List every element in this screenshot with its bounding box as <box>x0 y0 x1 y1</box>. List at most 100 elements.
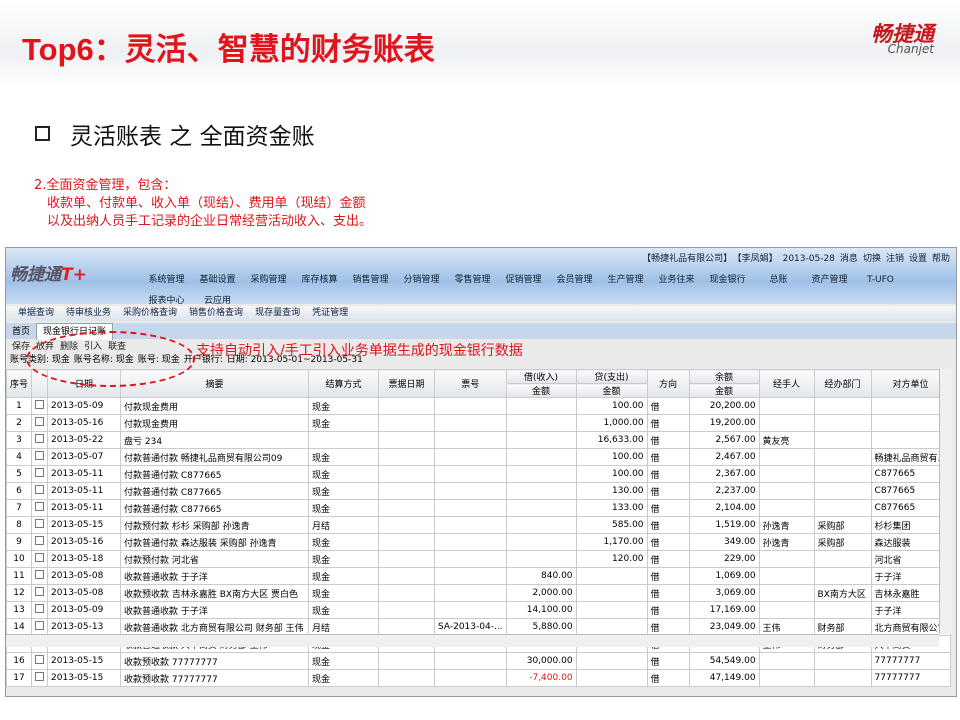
table-cell: 现金 <box>308 414 380 432</box>
table-cell <box>505 516 577 534</box>
menu-item[interactable]: 现金银行 <box>709 275 746 285</box>
table-cell: 现金 <box>308 550 380 568</box>
menu-item[interactable]: 采购管理 <box>250 275 287 285</box>
tab[interactable]: 首页 <box>12 327 31 337</box>
quick-link[interactable]: 采购价格查询 <box>123 308 178 318</box>
menu-item[interactable]: 零售管理 <box>454 275 491 285</box>
checkbox[interactable] <box>35 604 45 613</box>
table-cell <box>378 601 436 619</box>
checkbox[interactable] <box>35 587 45 596</box>
table-row: 9 2013-05-16 付款普通付款 森达服装 采购部 孙逸青 现金 1,170.00… <box>6 533 951 551</box>
checkbox-cell[interactable] <box>31 414 49 432</box>
highlight-ellipse <box>26 331 195 387</box>
table-row: 16 2013-05-15 收款预收款 77777777 现金 30,000.00 借 54… <box>6 652 951 670</box>
menu-item[interactable]: 会员管理 <box>556 275 593 285</box>
table-cell <box>758 448 815 466</box>
v-scrollbar[interactable] <box>939 369 952 634</box>
checkbox[interactable] <box>35 672 45 681</box>
checkbox-cell[interactable] <box>31 601 49 619</box>
status-item[interactable]: 【李凤娟】 <box>737 254 778 264</box>
table-cell <box>813 550 872 568</box>
checkbox[interactable] <box>35 485 45 494</box>
menu-item[interactable]: 库存核算 <box>301 275 338 285</box>
table-cell: 2 <box>6 414 33 432</box>
checkbox[interactable] <box>35 400 45 409</box>
table-cell: 16 <box>6 652 33 670</box>
checkbox[interactable] <box>35 502 45 511</box>
table-cell <box>575 601 648 619</box>
checkbox-cell[interactable] <box>31 465 49 483</box>
tool-button[interactable]: 保存 <box>12 342 31 352</box>
quick-link[interactable]: 待审核业务 <box>66 308 112 318</box>
table-cell <box>378 550 436 568</box>
table-cell <box>378 618 436 636</box>
checkbox[interactable] <box>35 519 45 528</box>
checkbox-cell[interactable] <box>31 482 49 500</box>
checkbox[interactable] <box>35 417 45 426</box>
quick-link[interactable]: 单据查询 <box>18 308 55 318</box>
menu-item[interactable]: 云应用 <box>203 296 231 306</box>
quick-link[interactable]: 销售价格查询 <box>189 308 244 318</box>
table-cell: 840.00 <box>505 567 577 585</box>
menu-item[interactable]: 基础设置 <box>199 275 236 285</box>
table-cell: 2013-05-11 <box>47 482 122 500</box>
status-item[interactable]: 切换 <box>862 254 881 264</box>
status-item[interactable]: 注销 <box>885 254 904 264</box>
table-cell: 付款普通付款 畅捷礼品商贸有限公司09 <box>120 448 310 466</box>
status-item[interactable]: 帮助 <box>931 254 950 264</box>
table-cell <box>813 414 872 432</box>
checkbox[interactable] <box>35 536 45 545</box>
checkbox-cell[interactable] <box>31 448 49 466</box>
checkbox-cell[interactable] <box>31 584 49 602</box>
checkbox-cell[interactable] <box>31 431 49 449</box>
checkbox-cell[interactable] <box>31 618 49 636</box>
menu-item[interactable]: 销售管理 <box>352 275 389 285</box>
table-cell: 收款普通收款 于子洋 <box>120 567 310 585</box>
menu-item[interactable]: 业务往来 <box>658 275 695 285</box>
checkbox[interactable] <box>35 553 45 562</box>
menu-item[interactable]: 促销管理 <box>505 275 542 285</box>
checkbox-cell[interactable] <box>31 397 49 415</box>
menu-item[interactable]: 报表中心 <box>148 296 185 306</box>
table-cell: 12 <box>6 584 33 602</box>
checkbox-cell[interactable] <box>31 499 49 517</box>
menu-item[interactable]: T-UFO <box>867 275 894 285</box>
table-cell: 14 <box>6 618 33 636</box>
checkbox[interactable] <box>35 621 45 630</box>
table-cell: 2,567.00 <box>688 431 760 449</box>
status-item[interactable]: 设置 <box>908 254 927 264</box>
checkbox[interactable] <box>35 655 45 664</box>
table-cell: 黄友亮 <box>758 431 815 449</box>
checkbox-cell[interactable] <box>31 516 49 534</box>
menu-item[interactable]: 系统管理 <box>148 275 185 285</box>
table-cell <box>505 397 577 415</box>
quick-link[interactable]: 现存量查询 <box>255 308 301 318</box>
h-scrollbar[interactable] <box>6 634 939 647</box>
table-row: 6 2013-05-11 付款普通付款 C877665 现金 130.00 借 2,237.… <box>6 482 951 500</box>
app-logo: 畅捷通T+ <box>10 260 87 285</box>
table-cell: 2,467.00 <box>688 448 760 466</box>
checkbox[interactable] <box>35 451 45 460</box>
menu-item[interactable]: 资产管理 <box>811 275 848 285</box>
slide-title: Top6：灵活、智慧的财务账表 <box>22 32 435 67</box>
status-item[interactable]: 消息 <box>839 254 858 264</box>
status-item[interactable]: 2013-05-28 <box>782 254 835 264</box>
menu-item[interactable]: 分销管理 <box>403 275 440 285</box>
table-cell <box>813 448 872 466</box>
table-cell: 借 <box>646 567 690 585</box>
status-item[interactable]: 【畅捷礼品有限公司】 <box>642 254 733 264</box>
checkbox[interactable] <box>35 434 45 443</box>
checkbox-cell[interactable] <box>31 567 49 585</box>
checkbox[interactable] <box>35 570 45 579</box>
quick-link[interactable]: 凭证管理 <box>312 308 349 318</box>
checkbox-cell[interactable] <box>31 669 49 687</box>
checkbox[interactable] <box>35 468 45 477</box>
table-cell <box>505 431 577 449</box>
checkbox-cell[interactable] <box>31 533 49 551</box>
menu-item[interactable]: 总账 <box>769 275 788 285</box>
checkbox-cell[interactable] <box>31 652 49 670</box>
checkbox-cell[interactable] <box>31 550 49 568</box>
table-cell <box>434 397 507 415</box>
menu-item[interactable]: 生产管理 <box>607 275 644 285</box>
annotation: 支持自动引入/手工引入业务单据生成的现金银行数据 <box>196 343 523 359</box>
